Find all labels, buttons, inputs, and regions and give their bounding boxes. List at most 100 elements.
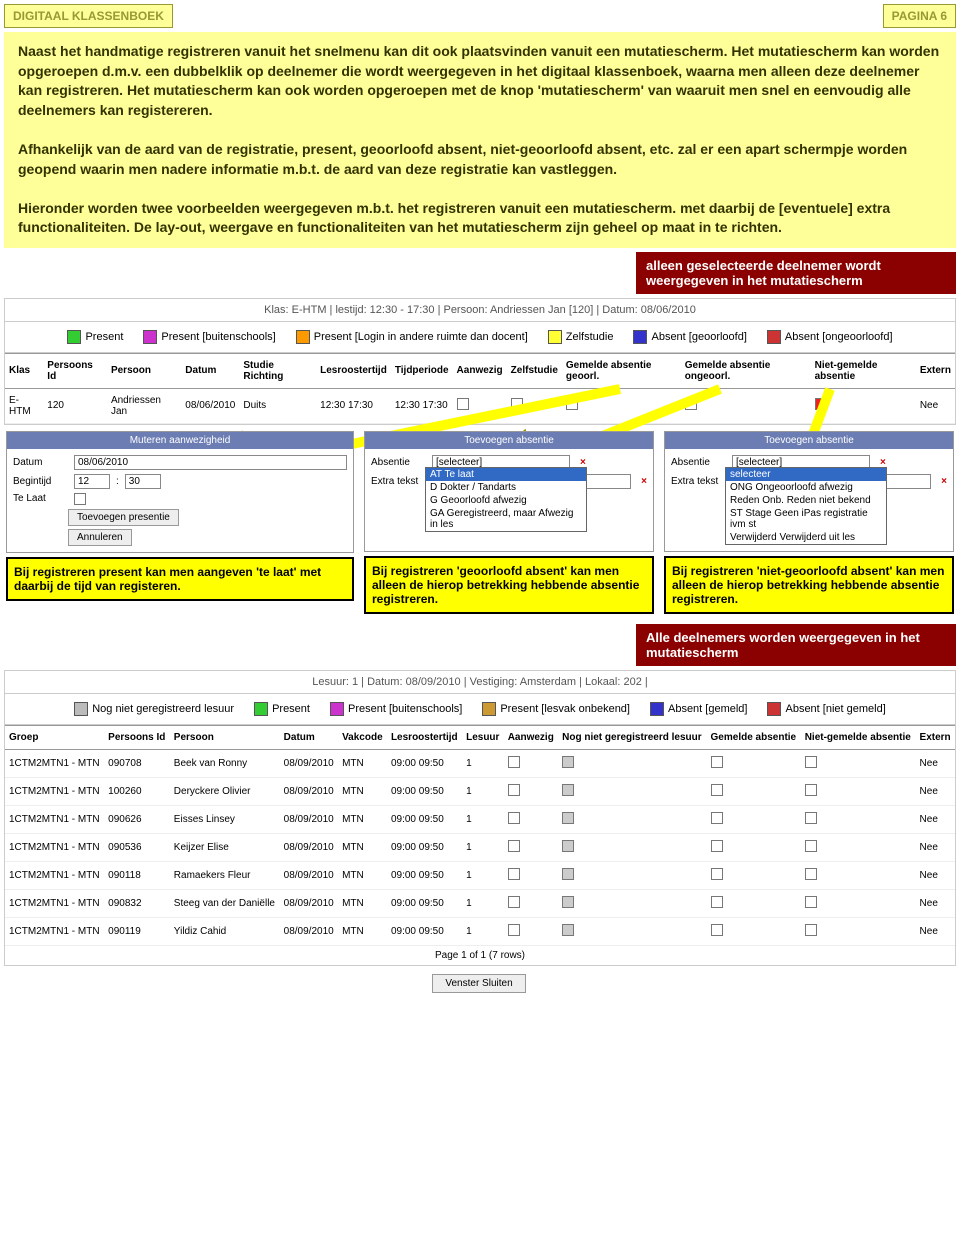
cell: 09:00 09:50 (387, 749, 462, 777)
cell: MTN (338, 749, 387, 777)
status-check[interactable] (805, 868, 817, 880)
popup2-callout: Bij registreren 'geoorloofd absent' kan … (364, 556, 654, 614)
dropdown-option[interactable]: GA Geregistreerd, maar Afwezig in les (426, 507, 586, 531)
table-row[interactable]: 1CTM2MTN1 - MTN090119Yildiz Cahid08/09/2… (5, 917, 955, 945)
intro-text: Naast het handmatige registreren vanuit … (4, 32, 956, 248)
cell: 08/09/2010 (280, 805, 338, 833)
cell (504, 861, 558, 889)
cell: 090119 (104, 917, 170, 945)
close-icon[interactable]: × (941, 476, 947, 487)
popup1-telaat-check[interactable] (74, 493, 86, 505)
status-check[interactable] (711, 896, 723, 908)
status-check[interactable] (805, 924, 817, 936)
cell: Steeg van der Daniëlle (170, 889, 280, 917)
cell (507, 388, 562, 423)
status-check[interactable] (685, 398, 697, 410)
cell: 09:00 09:50 (387, 889, 462, 917)
status-check[interactable] (508, 840, 520, 852)
dropdown-option[interactable]: G Geoorloofd afwezig (426, 494, 586, 507)
popup-absence-unauth: Toevoegen absentie Absentie [selecteer] … (664, 431, 954, 552)
cell: Andriessen Jan (107, 388, 181, 423)
popup3-dropdown[interactable]: selecteerONG Ongeoorloofd afwezigReden O… (725, 467, 887, 545)
screen2-legend: Nog niet geregistreerd lesuurPresentPres… (5, 694, 955, 725)
add-presence-button[interactable]: Toevoegen presentie (68, 509, 179, 526)
status-check[interactable] (562, 924, 574, 936)
table-row[interactable]: 1CTM2MTN1 - MTN090708Beek van Ronny08/09… (5, 749, 955, 777)
status-check[interactable] (457, 398, 469, 410)
status-check[interactable] (805, 812, 817, 824)
status-check[interactable] (508, 868, 520, 880)
popup1-title: Muteren aanwezigheid (7, 432, 353, 449)
status-check[interactable] (711, 784, 723, 796)
col-header: Nog niet geregistreerd lesuur (558, 725, 706, 749)
col-header: Groep (5, 725, 104, 749)
popup-absence-auth: Toevoegen absentie Absentie [selecteer] … (364, 431, 654, 552)
cell: MTN (338, 889, 387, 917)
popup2-dropdown[interactable]: AT Te laatD Dokter / TandartsG Geoorloof… (425, 467, 587, 532)
table-row[interactable]: 1CTM2MTN1 - MTN090118Ramaekers Fleur08/0… (5, 861, 955, 889)
close-icon[interactable]: × (641, 476, 647, 487)
dropdown-option[interactable]: D Dokter / Tandarts (426, 481, 586, 494)
cell (558, 749, 706, 777)
dropdown-option[interactable]: Verwijderd Verwijderd uit les (726, 531, 886, 544)
status-check[interactable] (508, 784, 520, 796)
status-check[interactable] (511, 398, 523, 410)
legend-item: Absent [geoorloofd] (633, 330, 746, 344)
status-check[interactable] (805, 896, 817, 908)
col-header: Aanwezig (504, 725, 558, 749)
status-check[interactable] (815, 398, 827, 410)
cancel-button[interactable]: Annuleren (68, 529, 132, 546)
cell: 1CTM2MTN1 - MTN (5, 749, 104, 777)
col-header: Klas (5, 353, 43, 388)
status-check[interactable] (562, 840, 574, 852)
col-header: Datum (181, 353, 239, 388)
status-check[interactable] (805, 840, 817, 852)
popup1-hour-select[interactable]: 12 (74, 474, 110, 489)
table-row[interactable]: 1CTM2MTN1 - MTN090626Eisses Linsey08/09/… (5, 805, 955, 833)
cell: 1CTM2MTN1 - MTN (5, 777, 104, 805)
status-check[interactable] (508, 924, 520, 936)
status-check[interactable] (805, 784, 817, 796)
status-check[interactable] (711, 868, 723, 880)
col-header: Persoons Id (43, 353, 107, 388)
col-header: Vakcode (338, 725, 387, 749)
status-check[interactable] (805, 756, 817, 768)
popup1-min-select[interactable]: 30 (125, 474, 161, 489)
cell (504, 917, 558, 945)
status-check[interactable] (711, 924, 723, 936)
cell: 08/09/2010 (280, 749, 338, 777)
legend-item: Present [buitenschools] (330, 702, 462, 716)
popup1-callout: Bij registreren present kan men aangeven… (6, 557, 354, 601)
popup1-date-input[interactable]: 08/06/2010 (74, 455, 347, 470)
dropdown-option[interactable]: ST Stage Geen iPas registratie ivm st (726, 507, 886, 531)
close-window-button[interactable]: Venster Sluiten (432, 974, 525, 993)
cell: Nee (916, 388, 955, 423)
status-check[interactable] (562, 868, 574, 880)
status-check[interactable] (562, 812, 574, 824)
status-check[interactable] (508, 756, 520, 768)
table-row[interactable]: 1CTM2MTN1 - MTN100260Deryckere Olivier08… (5, 777, 955, 805)
status-check[interactable] (562, 756, 574, 768)
cell: 1 (462, 833, 504, 861)
status-check[interactable] (562, 784, 574, 796)
status-check[interactable] (566, 398, 578, 410)
status-check[interactable] (711, 840, 723, 852)
dropdown-option[interactable]: ONG Ongeoorloofd afwezig (726, 481, 886, 494)
dropdown-option[interactable]: Reden Onb. Reden niet bekend (726, 494, 886, 507)
popup2-extra-label: Extra tekst (371, 476, 426, 487)
col-header: Persoon (170, 725, 280, 749)
screen1-info: Klas: E-HTM | lestijd: 12:30 - 17:30 | P… (5, 299, 955, 322)
cell (558, 777, 706, 805)
status-check[interactable] (508, 896, 520, 908)
status-check[interactable] (711, 756, 723, 768)
table-row[interactable]: 1CTM2MTN1 - MTN090832Steeg van der Danië… (5, 889, 955, 917)
doc-title: DIGITAAL KLASSENBOEK (4, 4, 173, 28)
status-check[interactable] (562, 896, 574, 908)
cell: 1CTM2MTN1 - MTN (5, 833, 104, 861)
table-row[interactable]: 1CTM2MTN1 - MTN090536Keijzer Elise08/09/… (5, 833, 955, 861)
cell (504, 805, 558, 833)
status-check[interactable] (711, 812, 723, 824)
intro-p2: Afhankelijk van de aard van de registrat… (18, 140, 942, 179)
col-header: Tijdperiode (391, 353, 453, 388)
status-check[interactable] (508, 812, 520, 824)
